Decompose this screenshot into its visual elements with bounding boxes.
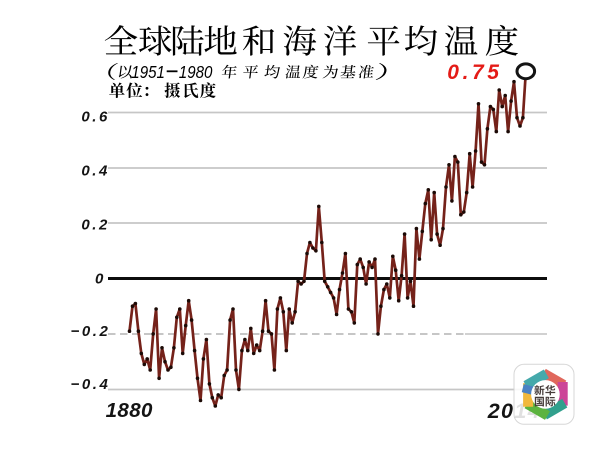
- svg-text:0.2: 0.2: [81, 217, 110, 234]
- svg-text:1980: 1980: [179, 62, 213, 83]
- svg-text:−0.4: −0.4: [70, 376, 110, 393]
- svg-text:1880: 1880: [106, 399, 153, 422]
- svg-text:0.6: 0.6: [81, 109, 110, 126]
- svg-text:0: 0: [95, 271, 106, 288]
- svg-text:0.75: 0.75: [447, 61, 502, 84]
- svg-text:1951: 1951: [131, 62, 165, 83]
- svg-text:0.4: 0.4: [81, 163, 110, 180]
- svg-text:−0.2: −0.2: [70, 323, 110, 340]
